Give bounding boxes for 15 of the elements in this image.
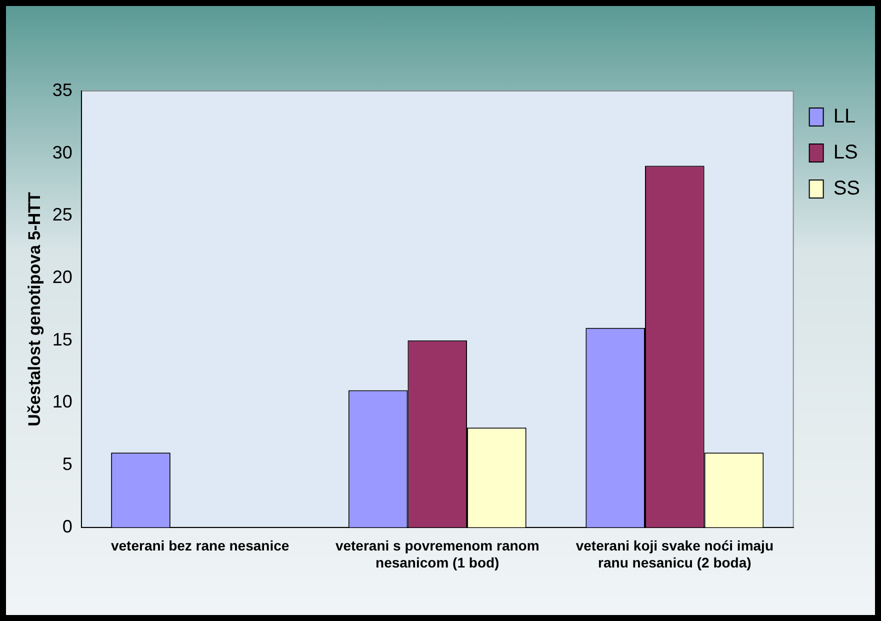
x-tick-label: veterani s povremenom ranom nesanicom (1 bod) <box>335 538 540 570</box>
y-axis-title: Učestalost genotipova 5-HTT <box>24 191 44 426</box>
y-tick-label: 5 <box>62 454 72 474</box>
x-tick-label: veterani bez rane nesanice <box>110 538 290 554</box>
y-tick-label: 10 <box>52 392 72 412</box>
legend-label: LL <box>833 106 856 128</box>
y-tick-label: 35 <box>52 80 72 100</box>
y-tick-label: 30 <box>52 142 72 162</box>
x-tick-label: veterani koji svake noći imaju ranu nesanicu (2 boda) <box>576 538 774 570</box>
legend-label: SS <box>833 178 860 200</box>
y-tick-label: 0 <box>62 516 72 536</box>
y-tick-label: 20 <box>52 266 72 287</box>
y-tick-label: 25 <box>52 204 72 225</box>
y-tick-label: 15 <box>52 329 72 350</box>
legend-label: LS <box>833 142 858 164</box>
